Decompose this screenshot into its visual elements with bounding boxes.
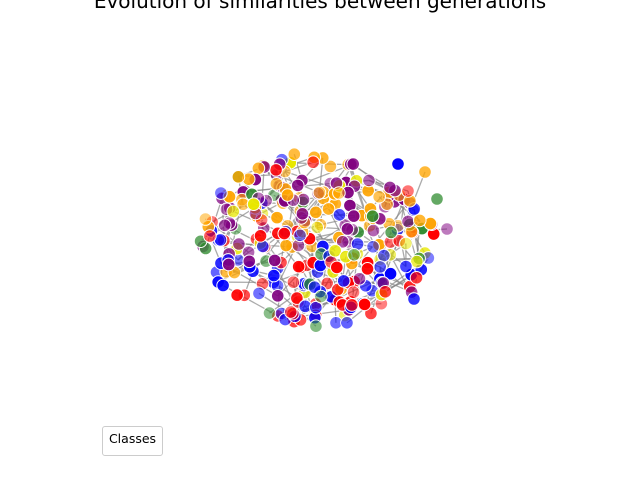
graph-node [346,157,361,171]
graph-node [242,254,257,269]
graph-node [287,147,302,162]
graph-node [290,291,304,305]
graph-node [277,226,292,241]
graph-node [269,176,284,191]
graph-nodes [193,147,454,333]
graph-node [440,222,454,236]
graph-node [310,220,325,235]
graph-node [346,209,361,223]
graph-node [377,248,391,263]
graph-node [332,208,347,222]
graph-node [309,300,323,315]
graph-node [335,235,350,249]
graph-node [307,280,322,294]
legend-title: Classes [108,431,157,446]
graph-node [418,165,432,179]
graph-node [346,285,361,300]
graph-node [373,260,387,274]
graph-node [279,238,293,253]
graph-node [430,192,444,206]
graph-node [399,259,413,274]
graph-node [231,170,246,184]
graph-node [383,180,397,195]
graph-node [280,188,295,202]
graph-node [226,204,241,219]
graph-node [366,239,380,254]
graph-node [391,157,405,171]
graph-node [309,319,323,333]
graph-node [412,213,427,228]
graph-node [401,214,415,229]
graph-node [251,161,266,176]
graph-node [293,228,307,243]
graph-node [332,186,346,200]
graph-node [323,159,338,174]
graph-node [221,257,236,272]
graph-node [286,275,301,289]
graph-node [246,197,261,212]
graph-node [401,184,415,198]
graph-node [267,253,282,268]
graph-node [321,202,336,216]
graph-node [284,305,298,319]
graph-node [270,289,285,303]
graph-node [252,286,266,301]
graph-node [340,315,354,330]
graph-node [203,229,217,243]
graph-node [295,207,310,221]
graph-node [290,178,305,193]
graph-node [214,186,228,200]
graph-node [291,259,306,274]
graph-node [306,155,320,170]
graph-node [330,260,344,275]
graph-node [312,185,327,200]
graph-node [253,229,268,243]
graph-node [230,288,244,302]
graph-node [340,222,355,236]
legend: Classes [102,426,163,456]
graph-node [365,209,380,223]
graph-node [372,189,386,204]
graph-node [345,298,359,312]
graph-node [267,268,281,283]
graph-node [357,297,372,312]
graph-node [216,278,230,293]
graph-node [262,306,277,320]
page-title: Evolution of similarities between genera… [93,0,547,13]
graph-node [399,236,413,251]
graph-node [269,163,283,177]
graph-node [270,210,284,225]
graph-node [384,225,398,240]
graph-node [352,271,367,286]
graph-node [217,218,232,233]
graph-node [383,266,398,281]
graph-node [336,274,351,288]
graph-node [198,212,213,226]
graph-node [314,289,328,304]
graph-node [347,247,361,262]
graph-node [308,205,323,220]
graph-node [362,173,376,188]
graph-node [232,237,246,251]
graph-node [407,292,421,306]
graph-node [378,284,393,299]
graph-node [366,223,381,238]
graph-node [409,270,424,285]
graph-node [328,243,342,258]
